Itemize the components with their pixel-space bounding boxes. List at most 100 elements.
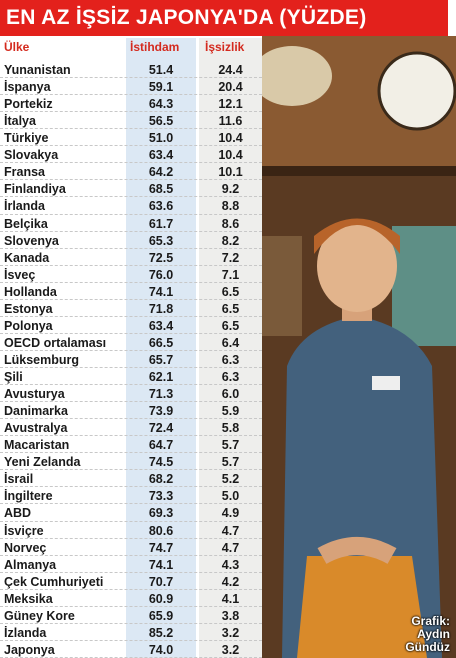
country: Danimarka xyxy=(4,404,68,419)
credit: Grafik: Aydın Gündüz xyxy=(400,615,450,654)
cell-value: 6.5 xyxy=(221,318,240,333)
cell-value: 20.4 xyxy=(218,80,243,95)
table-row: Kanada 72.5 7.2 xyxy=(0,249,262,266)
country: İsveç xyxy=(4,267,36,282)
table-row: Fransa 64.2 10.1 xyxy=(0,163,262,181)
table: Ülke İstihdam İşsizlik Yunanistan 51.4 24.4 İs… xyxy=(0,38,262,658)
cell-value: 64.3 xyxy=(148,97,174,112)
cell-value: 74.1 xyxy=(148,557,174,572)
country: İzlanda xyxy=(4,625,47,640)
cell-value: 5.9 xyxy=(221,404,240,419)
country: İngiltere xyxy=(4,489,53,504)
table-row: Finlandiya 68.5 9.2 xyxy=(0,180,262,198)
table-row: Slovenya 65.3 8.2 xyxy=(0,232,262,249)
table-row: İsrail 68.2 5.2 xyxy=(0,470,262,488)
country: İspanya xyxy=(4,80,51,95)
cell-value: 5.2 xyxy=(221,472,240,487)
country: Portekiz xyxy=(4,97,53,112)
cell-value: 65.3 xyxy=(148,233,174,248)
cell-value: 10.1 xyxy=(218,165,243,180)
cell-value: 3.2 xyxy=(221,642,240,657)
cell-value: 74.0 xyxy=(148,642,174,657)
cell-value: 12.1 xyxy=(218,97,243,112)
table-row: Avustralya 72.4 5.8 xyxy=(0,419,262,437)
cell-value: 4.2 xyxy=(221,574,240,589)
country: Macaristan xyxy=(4,438,70,453)
cell-value: 5.7 xyxy=(221,438,240,453)
country: Avusturya xyxy=(4,387,65,402)
cell-value: 4.1 xyxy=(221,591,240,606)
table-row: Danimarka 73.9 5.9 xyxy=(0,402,262,420)
country: İrlanda xyxy=(4,199,45,214)
cell-value: 64.7 xyxy=(148,438,174,453)
country: Şili xyxy=(4,370,23,385)
table-row: İsveç 76.0 7.1 xyxy=(0,266,262,283)
country: Slovakya xyxy=(4,148,59,163)
country: İsviçre xyxy=(4,523,44,538)
table-row: Hollanda 74.1 6.5 xyxy=(0,283,262,300)
table-row: Japonya 74.0 3.2 xyxy=(0,641,262,658)
cell-value: 4.7 xyxy=(221,540,240,555)
table-row: Polonya 63.4 6.5 xyxy=(0,317,262,334)
cell-value: 68.2 xyxy=(148,472,174,487)
title: EN AZ İŞSİZ JAPONYA'DA (YÜZDE) xyxy=(0,0,448,36)
country: Estonya xyxy=(4,301,53,316)
cell-value: 73.3 xyxy=(148,489,174,504)
table-row: Türkiye 51.0 10.4 xyxy=(0,129,262,147)
cell-value: 8.6 xyxy=(221,216,240,231)
country: Yunanistan xyxy=(4,63,71,77)
table-row: Slovakya 63.4 10.4 xyxy=(0,146,262,164)
cell-value: 65.7 xyxy=(148,352,174,367)
cell-value: 10.4 xyxy=(218,148,243,163)
cell-value: 7.1 xyxy=(221,267,240,282)
cell-value: 61.7 xyxy=(148,216,174,231)
country: Polonya xyxy=(4,318,53,333)
cell-value: 59.1 xyxy=(148,80,174,95)
table-row: Yunanistan 51.4 24.4 xyxy=(0,61,262,79)
cell-value: 6.0 xyxy=(221,387,240,402)
country: OECD ortalaması xyxy=(4,335,107,350)
country: Meksika xyxy=(4,591,53,606)
cell-value: 10.4 xyxy=(218,131,243,146)
country: Norveç xyxy=(4,540,47,555)
cell-value: 69.3 xyxy=(148,506,174,521)
table-row: ABD 69.3 4.9 xyxy=(0,504,262,522)
cell-value: 76.0 xyxy=(148,267,174,282)
table-row: Meksika 60.9 4.1 xyxy=(0,590,262,607)
cell-value: 72.4 xyxy=(148,421,174,436)
country: İsrail xyxy=(4,472,34,487)
cell-value: 85.2 xyxy=(148,625,174,640)
cell-value: 11.6 xyxy=(218,114,243,129)
cell-value: 65.9 xyxy=(148,608,174,623)
cell-value: 63.6 xyxy=(148,199,174,214)
table-row: İsviçre 80.6 4.7 xyxy=(0,522,262,539)
country: Yeni Zelanda xyxy=(4,455,81,470)
cell-value: 51.0 xyxy=(148,131,174,146)
table-row: Norveç 74.7 4.7 xyxy=(0,539,262,556)
cell-value: 74.1 xyxy=(148,284,174,299)
cell-value: 4.3 xyxy=(221,557,240,572)
cell-value: 64.2 xyxy=(148,165,174,180)
cell-value: 66.5 xyxy=(148,335,174,350)
cell-value: 6.5 xyxy=(221,301,240,316)
cell-value: 5.0 xyxy=(221,489,240,504)
country: Fransa xyxy=(4,165,45,180)
cell-value: 72.5 xyxy=(148,250,174,265)
table-row: İzlanda 85.2 3.2 xyxy=(0,624,262,641)
cell-value: 9.2 xyxy=(221,182,240,197)
cell-value: 63.4 xyxy=(148,148,174,163)
cell-value: 74.7 xyxy=(148,540,174,555)
credit-label: Grafik: xyxy=(411,614,450,628)
cell-value: 5.8 xyxy=(221,421,240,436)
column-header: İstihdam xyxy=(130,40,180,54)
column-header: Ülke xyxy=(4,40,30,54)
country: ABD xyxy=(4,506,32,521)
table-row: İspanya 59.1 20.4 xyxy=(0,78,262,96)
table-row: Portekiz 64.3 12.1 xyxy=(0,95,262,113)
cell-value: 74.5 xyxy=(148,455,174,470)
credit-author: Aydın Gündüz xyxy=(405,627,450,654)
country: Hollanda xyxy=(4,284,57,299)
country: İtalya xyxy=(4,114,36,129)
cell-value: 68.5 xyxy=(148,182,174,197)
cell-value: 71.8 xyxy=(148,301,174,316)
